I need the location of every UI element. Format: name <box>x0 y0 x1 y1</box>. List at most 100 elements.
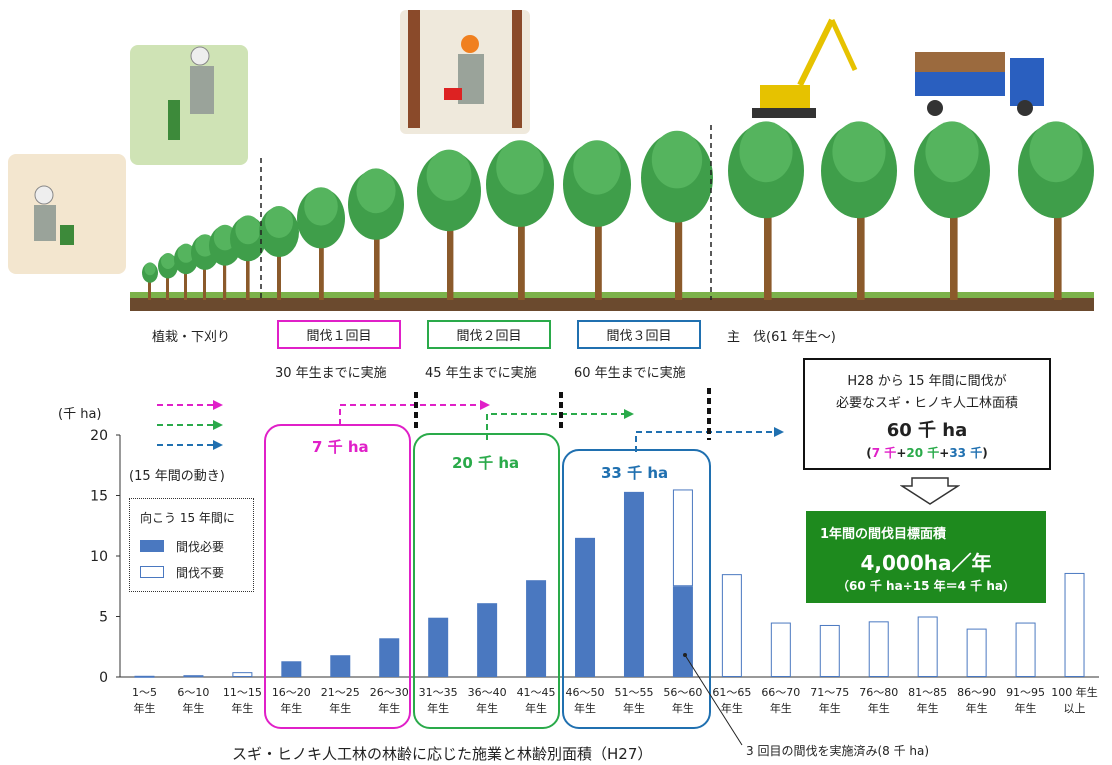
tree-trunk <box>764 163 772 300</box>
group-label-thin1: 7 千 ha <box>312 438 369 456</box>
x-tick-label: 6～10 <box>177 686 209 699</box>
x-tick-label: 16～20 <box>272 686 311 699</box>
tree-trunk <box>148 271 151 300</box>
x-tick-label-unit: 年生 <box>966 701 988 715</box>
down-arrow-icon <box>900 477 960 505</box>
tree-trunk <box>184 256 187 300</box>
tree-crown-top <box>651 130 703 189</box>
tree-crown-top <box>573 140 621 195</box>
bar-thinning-needed <box>623 491 644 677</box>
required-area-box: H28 から 15 年間に間伐が 必要なスギ・ヒノキ人工林面積 60 千 ha … <box>803 358 1051 470</box>
tree-trunk <box>675 170 683 300</box>
x-tick-label: 1～5 <box>132 686 157 699</box>
tree-crown-top <box>235 215 261 245</box>
tree-trunk <box>374 199 380 300</box>
bar-thinning-not-needed <box>966 628 987 677</box>
planting-worker-illustration <box>8 154 126 274</box>
bar-thinning-needed <box>428 617 449 677</box>
bar-thinning-not-needed <box>232 672 253 677</box>
x-tick-label: 51～55 <box>614 686 653 699</box>
x-axis-labels: 1～5 年生 6～10 年生 11～15 年生 16～20 年生 21～25 年生 26～30 年生 3… <box>132 685 1098 715</box>
thinning-worker-illustration <box>400 10 530 134</box>
x-tick-label-unit: 以上 <box>1064 702 1086 715</box>
tree-crown-top <box>356 168 396 214</box>
bar-thinning-not-needed <box>770 622 791 677</box>
tree-crown-top <box>496 140 544 195</box>
tree-trunk <box>246 235 250 300</box>
group-frame-thin2 <box>413 433 560 729</box>
tree-trunk <box>1054 163 1062 300</box>
bar-thinning-needed <box>526 580 547 677</box>
movement-arrows <box>157 388 784 452</box>
tree-trunk <box>447 184 454 300</box>
bar-thinning-not-needed <box>721 574 742 678</box>
x-tick-label: 100 年生 <box>1051 685 1098 699</box>
y-tick-label: 15 <box>90 489 108 505</box>
x-tick-label-unit: 年生 <box>525 701 547 715</box>
weeding-worker-illustration <box>130 45 248 165</box>
group-frame-thin1 <box>264 424 411 729</box>
footnote-leader <box>684 654 743 746</box>
stage-thin3-label: 間伐３回目 <box>577 320 701 349</box>
group-frame-thin3 <box>562 449 711 729</box>
y-tick-label: 10 <box>90 549 108 565</box>
annual-target-title: 1年間の間伐目標面積 <box>820 527 947 542</box>
stage-planting-label: 植栽・下刈り <box>152 330 231 345</box>
legend-needed-swatch <box>140 540 164 552</box>
tree-row <box>142 121 1094 300</box>
x-tick-label: 31～35 <box>419 686 458 699</box>
bar-thinning-not-needed <box>1015 622 1036 677</box>
legend-title: 向こう 15 年間に <box>140 511 235 525</box>
bar-thinning-needed <box>672 586 693 677</box>
x-tick-label: 46～50 <box>566 686 605 699</box>
bar-thinning-needed <box>575 537 596 677</box>
y-tick-label: 20 <box>90 428 108 444</box>
stage-thin1-deadline: 30 年生までに実施 <box>275 366 387 381</box>
x-tick-label-unit: 年生 <box>1015 701 1037 715</box>
tree-crown-top <box>304 187 338 226</box>
x-tick-label: 91～95 <box>1006 686 1045 699</box>
tree-crown-top <box>265 206 293 238</box>
x-tick-label: 71～75 <box>810 686 849 699</box>
movement-note: (15 年間の動き) <box>129 469 225 484</box>
tree-trunk <box>166 264 169 300</box>
chart-caption: スギ・ヒノキ人工林の林齢に応じた施業と林齢別面積（H27） <box>232 745 653 763</box>
tree-trunk <box>203 249 206 300</box>
x-tick-label-unit: 年生 <box>819 701 841 715</box>
y-tick-label: 0 <box>99 670 108 686</box>
x-tick-label-unit: 年生 <box>231 701 253 715</box>
x-tick-label: 11～15 <box>223 686 262 699</box>
chart-bars <box>134 489 1085 678</box>
tree-trunk <box>857 163 865 300</box>
tree-trunk <box>277 228 281 300</box>
stage-thin1-label: 間伐１回目 <box>277 320 401 349</box>
required-area-breakdown: (7 千+20 千+33 千) <box>866 446 988 460</box>
x-tick-label-unit: 年生 <box>721 701 743 715</box>
stage-thin3-deadline: 60 年生までに実施 <box>574 366 686 381</box>
x-tick-label-unit: 年生 <box>770 701 792 715</box>
required-area-line2: 必要なスギ・ヒノキ人工林面積 <box>835 396 1018 411</box>
tree-crown-top <box>426 149 472 201</box>
x-tick-label-unit: 年生 <box>182 701 204 715</box>
required-area-line1: H28 から 15 年間に間伐が <box>847 374 1007 389</box>
stage-final-label: 主 伐(61 年生～) <box>727 330 836 345</box>
x-tick-label: 81～85 <box>908 686 947 699</box>
bar-thinning-not-needed <box>819 624 840 677</box>
x-tick-label-unit: 年生 <box>378 701 400 715</box>
annual-target-value: 4,000ha／年 <box>860 551 992 575</box>
tree-trunk <box>319 213 324 300</box>
x-tick-label: 66～70 <box>761 686 800 699</box>
group-label-thin2: 20 千 ha <box>452 454 520 472</box>
required-area-total: 60 千 ha <box>886 420 968 441</box>
x-tick-label-unit: 年生 <box>133 701 155 715</box>
tree-trunk <box>518 177 525 300</box>
x-tick-label: 21～25 <box>321 686 360 699</box>
x-tick-label: 56～60 <box>663 686 702 699</box>
annual-target-calc: （60 千 ha÷15 年＝4 千 ha） <box>837 579 1015 593</box>
legend-not-needed-label: 間伐不要 <box>176 566 225 580</box>
x-tick-label-unit: 年生 <box>623 701 645 715</box>
x-tick-label: 41～45 <box>517 686 556 699</box>
bar-thinning-not-needed <box>672 489 693 587</box>
x-tick-label: 26～30 <box>370 686 409 699</box>
